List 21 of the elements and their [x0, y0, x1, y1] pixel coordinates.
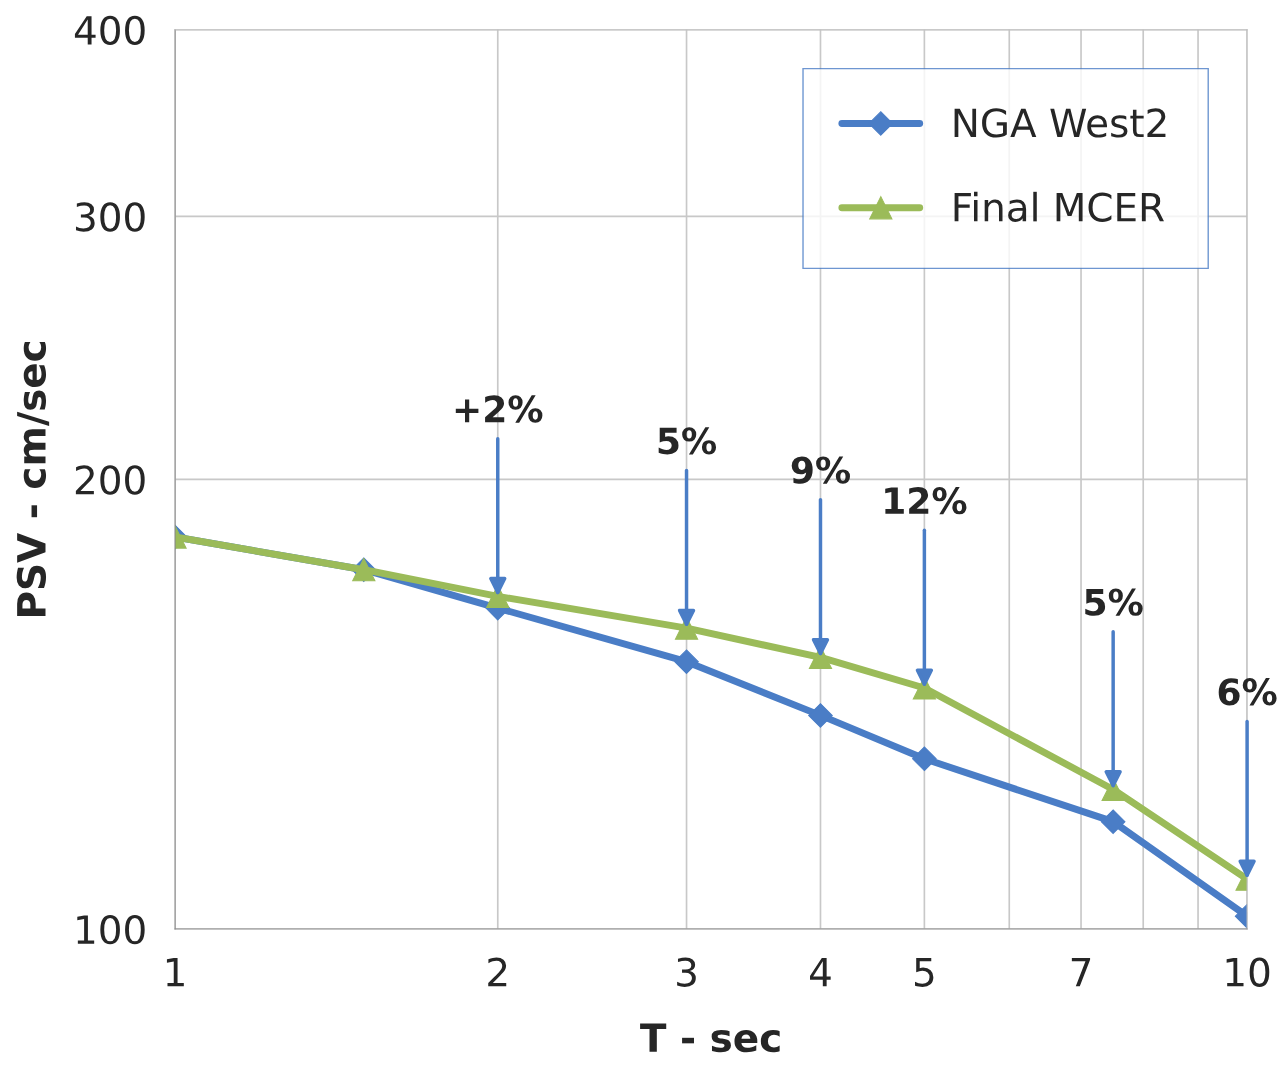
annotation: 9% — [791, 456, 850, 484]
x-tick-label: 3 — [677, 957, 696, 987]
y-axis-title: PSV - cm/sec — [16, 341, 50, 616]
annotation: +2% — [455, 395, 543, 423]
x-tick-label: 10 — [1226, 957, 1270, 987]
y-tick-label: 200 — [75, 465, 145, 495]
y-tick-label: 400 — [74, 15, 145, 46]
x-axis-title: T - sec — [640, 1023, 780, 1053]
y-tick-label: 300 — [75, 202, 145, 232]
annotation: 6% — [1218, 678, 1277, 706]
x-tick-label: 2 — [488, 957, 507, 987]
annotation: 5% — [1085, 588, 1143, 616]
y-tick-label: 100 — [77, 914, 145, 945]
annotation: 5% — [658, 427, 717, 455]
x-tick-label: 1 — [166, 957, 184, 987]
x-tick-label: 7 — [1071, 957, 1091, 987]
annotation: 12% — [885, 487, 967, 515]
x-tick-label: 4 — [810, 957, 831, 987]
legend-label: NGA West2 — [954, 108, 1166, 138]
legend-label: Final MCER — [954, 191, 1164, 222]
x-tick-label: 5 — [915, 957, 934, 987]
